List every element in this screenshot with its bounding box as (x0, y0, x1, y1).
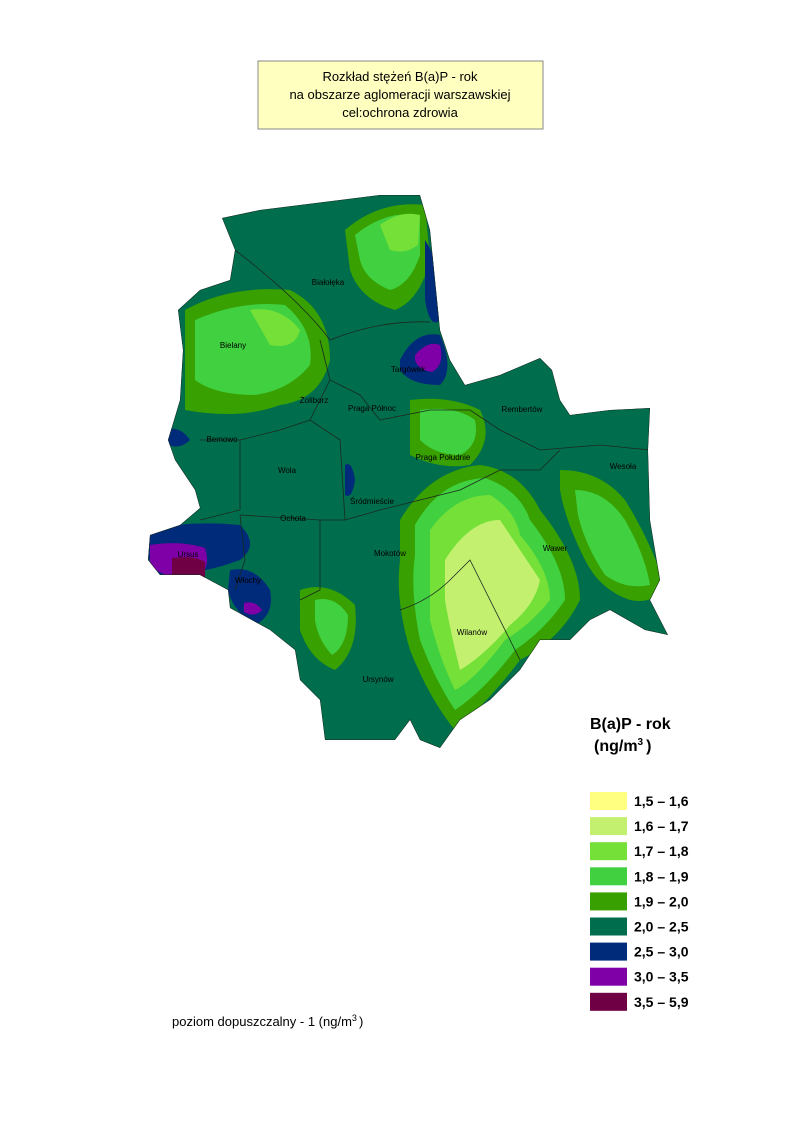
district-label: Wilanów (457, 628, 487, 637)
legend-label: 1,5 – 1,6 (634, 793, 689, 809)
district-border (329, 379, 651, 451)
district-border (399, 559, 521, 661)
legend-label: 3,5 – 5,9 (634, 994, 689, 1010)
legend-swatch (590, 967, 627, 986)
district-border (234, 249, 431, 341)
legend-title: B(a)P - rok (590, 716, 671, 733)
district-label: Praga Północ (348, 404, 396, 413)
unit-suffix: ) (646, 738, 651, 755)
district-border (234, 514, 246, 591)
title-line: na obszarze aglomeracji warszawskiej (289, 87, 510, 102)
footnote-sup: 3 (352, 1013, 357, 1023)
district-label: Mokotów (374, 549, 406, 558)
district-label: Bemowo (206, 435, 238, 444)
legend-swatch (590, 867, 627, 886)
unit-sup: 3 (638, 737, 644, 748)
concentration-zone (165, 428, 190, 447)
legend-swatch (590, 917, 627, 936)
concentration-zone (420, 408, 476, 455)
unit-prefix: (ng/m (594, 738, 638, 755)
legend-swatch (590, 792, 627, 810)
district-label: Ochota (280, 514, 306, 523)
district-border (200, 339, 331, 441)
footnote-suffix: ) (359, 1014, 363, 1029)
concentration-zone (415, 343, 442, 372)
concentration-zone (315, 599, 348, 655)
concentration-zone (575, 490, 650, 587)
legend-label: 2,0 – 2,5 (634, 919, 689, 935)
legend-swatch (590, 942, 627, 961)
legend-unit: (ng/m3) (594, 737, 651, 755)
concentration-zone (250, 309, 300, 346)
legend-swatch (590, 817, 627, 836)
district-label: Włochy (235, 576, 261, 585)
map (148, 195, 668, 748)
legend: 1,5 – 1,6 1,6 – 1,7 1,7 – 1,8 1,8 – 1,9 1,9 … (590, 792, 689, 1011)
footnote: poziom dopuszczalny - 1 (ng/m3) (172, 1013, 363, 1029)
title-line: Rozkład stężeń B(a)P - rok (322, 69, 478, 84)
district-label: Wola (278, 466, 297, 475)
district-label: Ursus (178, 550, 199, 559)
district-label: Wesoła (610, 462, 637, 471)
concentration-zone (244, 602, 262, 615)
district-label: Praga Południe (416, 453, 471, 462)
district-label: Ursynów (362, 675, 393, 684)
concentration-zone (345, 464, 355, 496)
title-box (257, 60, 544, 130)
district-label: Rembertów (502, 405, 543, 414)
district-label: Śródmieście (350, 497, 395, 506)
legend-label: 2,5 – 3,0 (634, 944, 689, 960)
legend-swatch (590, 842, 627, 861)
footnote-text: poziom dopuszczalny - 1 (ng/m (172, 1014, 352, 1029)
legend-label: 1,9 – 2,0 (634, 893, 689, 909)
district-border (344, 489, 461, 521)
concentration-zone (172, 557, 205, 583)
legend-label: 3,0 – 3,5 (634, 969, 689, 985)
legend-label: 1,8 – 1,9 (634, 868, 689, 884)
district-label: Targówek (391, 365, 426, 374)
legend-label: 1,7 – 1,8 (634, 843, 689, 859)
legend-swatch (590, 992, 627, 1011)
district-border (459, 449, 561, 491)
district-border (299, 520, 321, 601)
district-label: Żoliborz (300, 396, 328, 405)
district-border (199, 440, 241, 521)
concentration-zone (445, 520, 540, 670)
concentration-zone (380, 213, 420, 252)
title-line: cel:ochrona zdrowia (342, 105, 458, 120)
district-label: Wawer (543, 544, 568, 553)
district-label: Białołęka (312, 278, 345, 287)
legend-swatch (590, 892, 627, 911)
legend-label: 1,6 – 1,7 (634, 818, 689, 834)
city-outline (148, 195, 668, 748)
concentration-zone (425, 240, 441, 323)
district-label: Bielany (220, 341, 246, 350)
